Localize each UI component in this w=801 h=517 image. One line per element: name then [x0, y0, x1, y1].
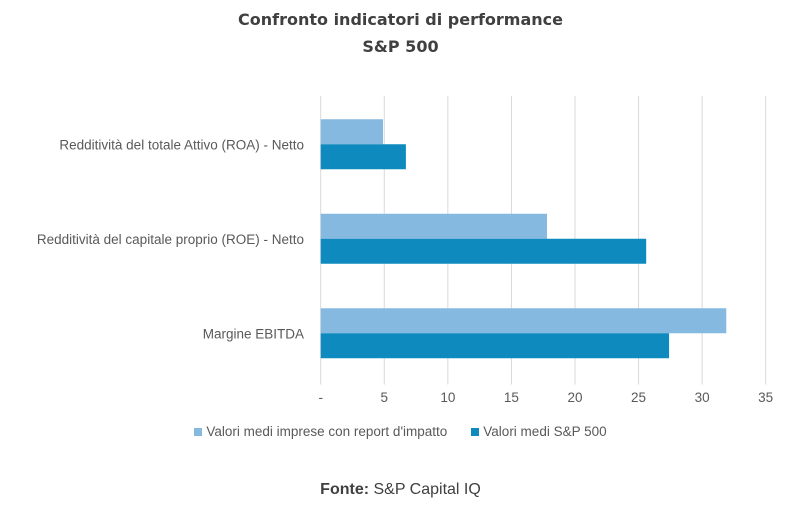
- category-label: Margine EBITDA: [203, 326, 304, 341]
- legend-swatch: [471, 427, 480, 436]
- source-note: Fonte: S&P Capital IQ: [0, 481, 801, 499]
- x-tick-label: 10: [440, 390, 455, 405]
- x-tick-label: 15: [504, 390, 519, 405]
- legend-item: Valori medi S&P 500: [471, 424, 607, 439]
- x-tick-label: 20: [567, 390, 582, 405]
- source-text: S&P Capital IQ: [373, 481, 481, 498]
- source-label: Fonte:: [320, 481, 370, 498]
- chart-subtitle: S&P 500: [362, 37, 439, 56]
- x-tick-label: 25: [631, 390, 646, 405]
- category-label: Redditività del totale Attivo (ROA) - Ne…: [59, 137, 304, 152]
- legend: Valori medi imprese con report d'impatto…: [0, 424, 801, 439]
- category-label: Redditività del capitale proprio (ROE) -…: [37, 232, 304, 247]
- legend-swatch: [194, 427, 203, 436]
- bar: [320, 333, 670, 359]
- legend-label: Valori medi S&P 500: [483, 424, 607, 439]
- x-tick-label: 30: [695, 390, 710, 405]
- chart-title: Confronto indicatori di performance: [238, 10, 563, 29]
- legend-item: Valori medi imprese con report d'impatto: [194, 424, 447, 439]
- bar: [320, 308, 727, 334]
- x-tick-label: -: [318, 390, 323, 405]
- bar: [320, 238, 647, 264]
- bar: [320, 119, 383, 145]
- bar: [320, 213, 548, 239]
- x-tick-label: 5: [381, 390, 389, 405]
- bar: [320, 144, 406, 170]
- legend-label: Valori medi imprese con report d'impatto: [206, 424, 448, 439]
- x-tick-label: 35: [758, 390, 773, 405]
